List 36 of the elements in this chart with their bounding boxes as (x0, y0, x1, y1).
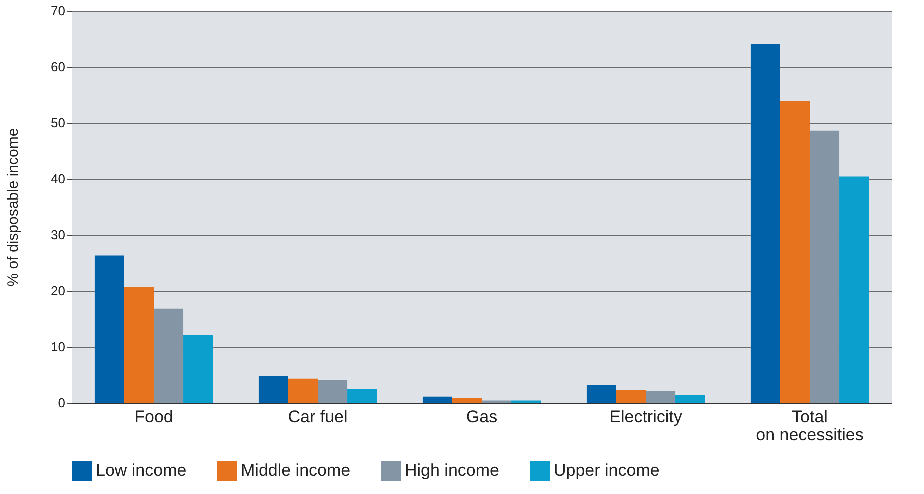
bar (780, 101, 810, 403)
y-tick-label: 10 (51, 340, 66, 354)
bar (452, 398, 482, 403)
bar (348, 389, 378, 403)
bar (586, 385, 616, 403)
bar (750, 44, 780, 403)
y-tick-label: 70 (51, 4, 66, 18)
legend-label: Upper income (554, 461, 660, 480)
bar (422, 396, 452, 403)
x-tick-label: Total on necessities (756, 408, 864, 444)
x-tick-label: Car fuel (288, 408, 348, 426)
y-tick-label: 40 (51, 172, 66, 186)
bar (288, 378, 318, 403)
y-tick-label: 0 (58, 396, 66, 410)
bar (810, 130, 840, 403)
x-tick-label: Food (134, 408, 174, 426)
bar (840, 176, 870, 403)
bar (124, 287, 154, 403)
bar (94, 256, 124, 403)
bar (646, 391, 676, 403)
bar (318, 380, 348, 403)
legend-label: Middle income (241, 461, 351, 480)
x-tick-label: Electricity (610, 408, 683, 426)
bar (676, 395, 706, 403)
legend-label: Low income (96, 461, 187, 480)
bar (616, 390, 646, 403)
legend-label: High income (405, 461, 500, 480)
x-tick-label: Gas (466, 408, 498, 426)
bar (184, 335, 214, 403)
y-tick-label: 50 (51, 116, 66, 130)
y-tick-label: 20 (51, 284, 66, 298)
bar (154, 308, 184, 403)
y-axis-title: % of disposable income (5, 128, 22, 287)
y-tick-label: 60 (51, 60, 66, 74)
y-tick-label: 30 (51, 228, 66, 242)
bar (258, 376, 288, 403)
